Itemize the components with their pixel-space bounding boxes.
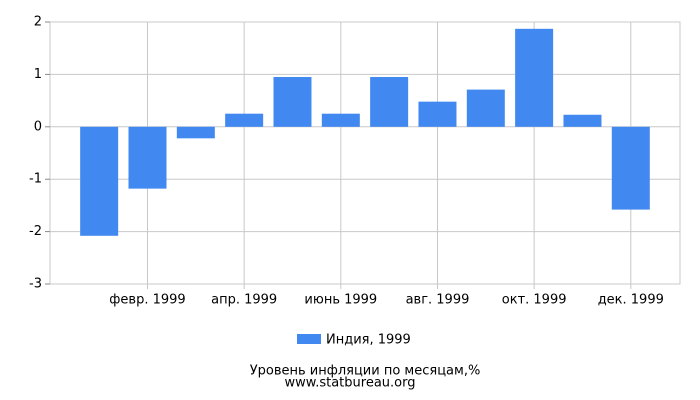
y-tick-label: 1 [34, 67, 42, 82]
bar [225, 113, 264, 127]
x-tick-label: апр. 1999 [211, 293, 277, 308]
y-tick-label: -2 [29, 224, 42, 239]
bar [80, 126, 119, 236]
x-tick-label: дек. 1999 [598, 293, 664, 308]
legend-swatch [297, 334, 321, 344]
y-tick-label: -1 [29, 172, 42, 187]
y-tick-label: 0 [34, 119, 42, 134]
legend-label: Индия, 1999 [326, 333, 411, 348]
bar [466, 89, 505, 127]
bar [128, 126, 167, 189]
bar [563, 114, 602, 127]
x-tick-label: февр. 1999 [109, 293, 185, 308]
bar [176, 126, 215, 139]
chart-title: Уровень инфляции по месяцам,% [250, 364, 481, 379]
x-tick-label: авг. 1999 [406, 293, 470, 308]
x-tick-label: окт. 1999 [502, 293, 567, 308]
bar [321, 113, 360, 127]
chart-subtitle: www.statbureau.org [285, 376, 416, 391]
bar [273, 77, 312, 127]
y-tick-label: 2 [34, 15, 42, 30]
bar [370, 77, 409, 127]
x-tick-label: июнь 1999 [304, 293, 377, 308]
bar [611, 126, 650, 210]
bar [515, 28, 554, 127]
y-tick-label: -3 [29, 277, 42, 292]
bar [418, 101, 457, 127]
